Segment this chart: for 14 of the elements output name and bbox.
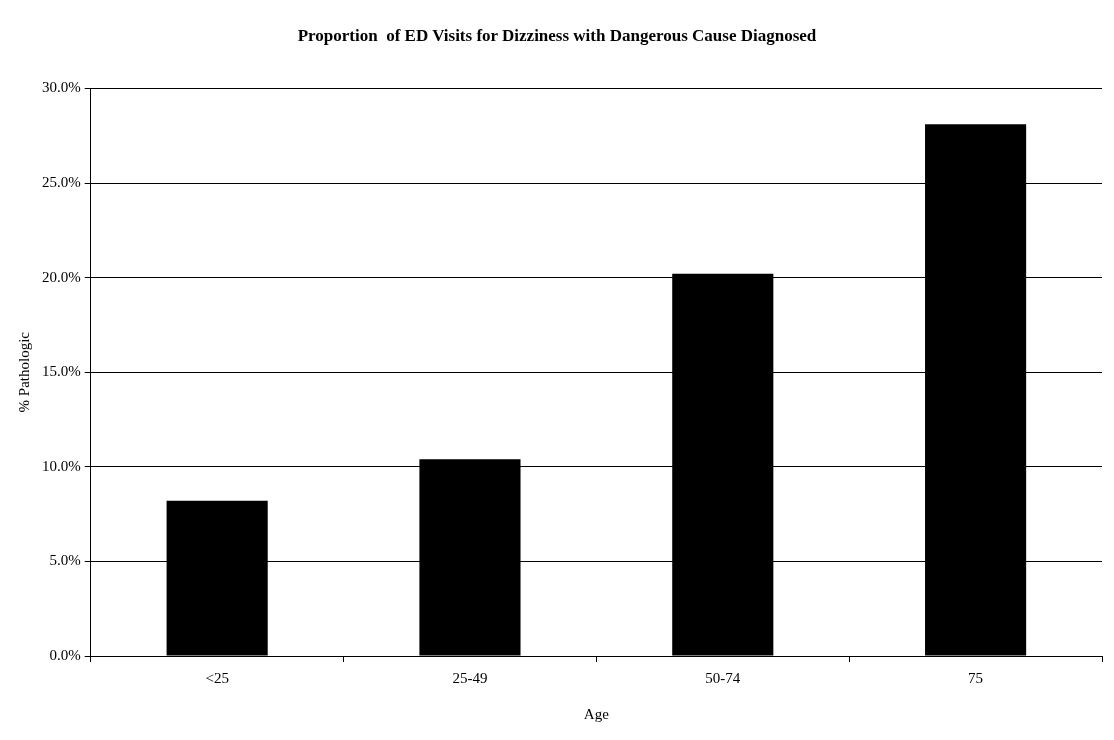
chart-title: Proportion of ED Visits for Dizziness with Dangerous Cause Diagnosed [297, 25, 817, 45]
y-tick-label: 15.0% [42, 363, 81, 380]
x-tick-label: <25 [205, 669, 229, 686]
y-tick-label: 20.0% [42, 268, 81, 285]
y-tick-label: 25.0% [42, 173, 81, 190]
y-axis-title: % Pathologic [15, 331, 32, 413]
y-tick-label: 0.0% [49, 646, 81, 663]
y-tick-label: 30.0% [42, 79, 81, 96]
x-tick-label: 50-74 [705, 669, 741, 686]
x-tick-label: 75 [968, 669, 984, 686]
x-tick-label: 25-49 [452, 669, 488, 686]
x-axis-title: Age [583, 705, 610, 722]
y-tick-label: 10.0% [42, 457, 81, 474]
y-tick-label: 5.0% [49, 552, 81, 569]
